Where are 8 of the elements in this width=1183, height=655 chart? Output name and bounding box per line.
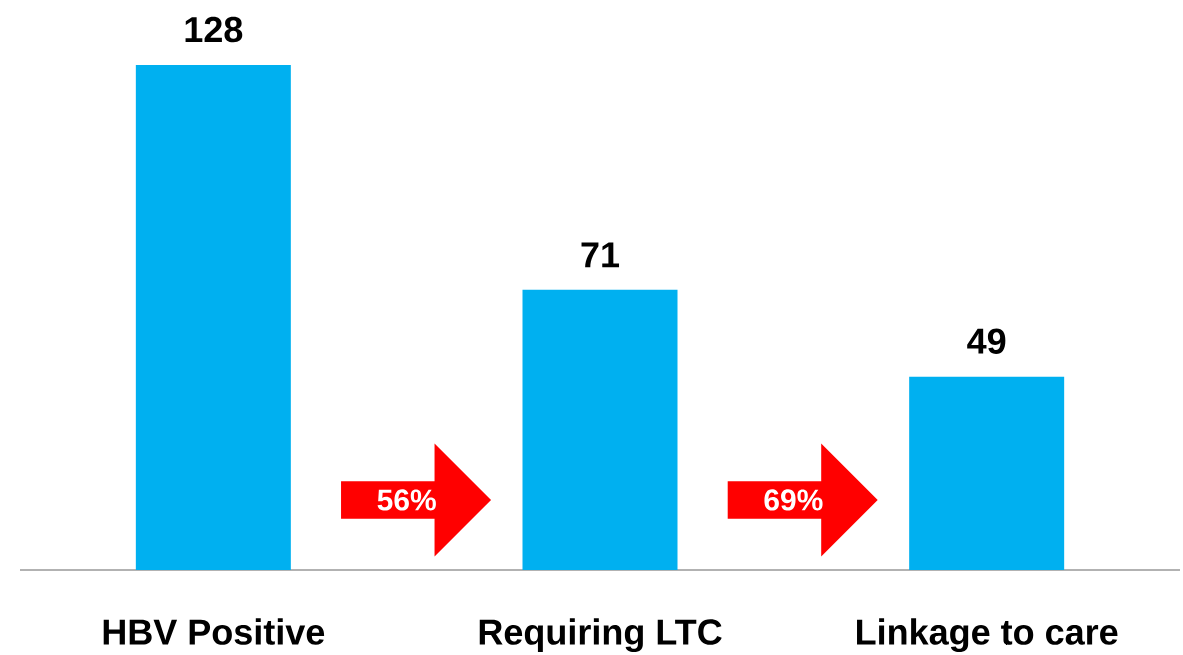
data-label: 71 bbox=[581, 242, 620, 268]
data-label: 49 bbox=[967, 328, 1006, 354]
x-tick-label: Requiring LTC bbox=[479, 618, 722, 653]
x-tick-label: Linkage to care bbox=[857, 618, 1118, 653]
data-label: 128 bbox=[185, 16, 243, 43]
annotation: 56% bbox=[377, 489, 436, 511]
x-tick-label: HBV Positive bbox=[103, 618, 325, 645]
annotation: 69% bbox=[764, 489, 823, 511]
